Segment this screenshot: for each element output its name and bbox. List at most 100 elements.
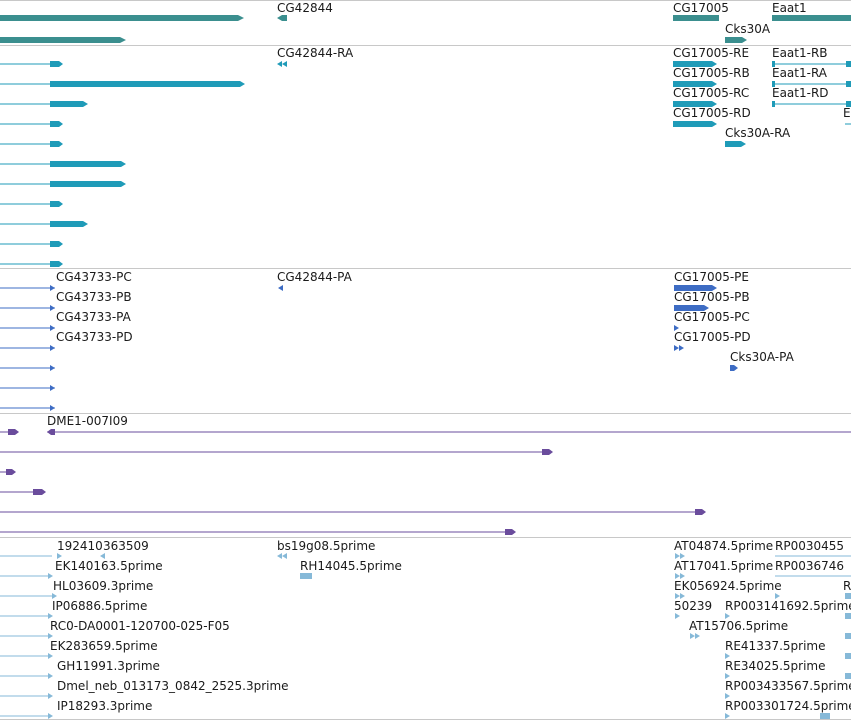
transcript-glyph[interactable] [277, 61, 287, 67]
transcript-glyph[interactable] [673, 61, 717, 67]
transcript-label[interactable]: Eaat1-RB [772, 46, 828, 60]
ests-track[interactable] [0, 553, 851, 719]
protein-label[interactable]: CG42844-PA [277, 270, 352, 284]
est-glyph[interactable] [725, 653, 730, 659]
gene-glyph[interactable] [277, 15, 287, 21]
protein-glyph[interactable] [278, 285, 283, 291]
est-glyph[interactable] [725, 713, 730, 719]
transcript-glyph[interactable] [846, 61, 851, 67]
est-glyph[interactable] [675, 573, 685, 579]
transcripts-track[interactable] [0, 61, 851, 267]
clone-glyph[interactable] [33, 489, 46, 495]
transcript-glyph[interactable] [772, 81, 775, 87]
protein-glyph[interactable] [674, 305, 709, 311]
est-glyph[interactable] [725, 693, 730, 699]
transcript-glyph[interactable] [50, 201, 63, 207]
protein-label[interactable]: CG43733-PB [56, 290, 132, 304]
transcript-glyph[interactable] [50, 81, 245, 87]
est-glyph[interactable] [675, 613, 680, 619]
transcript-glyph[interactable] [50, 121, 63, 127]
est-glyph[interactable] [725, 613, 730, 619]
clone-glyph[interactable] [505, 529, 516, 535]
transcript-label[interactable]: Eaat1-RA [772, 66, 828, 80]
est-label[interactable]: R [843, 579, 851, 593]
est-glyph[interactable] [48, 633, 53, 639]
est-label[interactable]: RC0-DA0001-120700-025-F05 [50, 619, 230, 633]
est-label[interactable]: RP003301724.5prime [725, 699, 851, 713]
est-glyph[interactable] [845, 633, 851, 639]
protein-glyph[interactable] [50, 385, 55, 391]
est-glyph[interactable] [48, 713, 53, 719]
protein-glyph[interactable] [674, 325, 679, 331]
protein-glyph[interactable] [730, 365, 738, 371]
transcript-glyph[interactable] [50, 101, 88, 107]
est-label[interactable]: RE34025.5prime [725, 659, 826, 673]
est-label[interactable]: IP06886.5prime [52, 599, 148, 613]
est-glyph[interactable] [48, 693, 53, 699]
est-glyph[interactable] [48, 653, 53, 659]
est-label[interactable]: HL03609.3prime [53, 579, 154, 593]
est-glyph[interactable] [820, 713, 830, 719]
gene-glyph[interactable] [725, 37, 747, 43]
est-label[interactable]: RH14045.5prime [300, 559, 402, 573]
est-label[interactable]: 192410 [57, 539, 103, 553]
est-label[interactable]: IP18293.3prime [57, 699, 153, 713]
gene-glyph[interactable] [0, 37, 126, 43]
protein-glyph[interactable] [674, 345, 684, 351]
clone-glyph[interactable] [8, 429, 19, 435]
protein-glyph[interactable] [674, 285, 717, 291]
protein-glyph[interactable] [50, 345, 55, 351]
est-glyph[interactable] [675, 553, 685, 559]
protein-label[interactable]: CG43733-PD [56, 330, 133, 344]
est-label[interactable]: 363509 [103, 539, 149, 553]
est-label[interactable]: EK283659.5prime [50, 639, 158, 653]
transcript-glyph[interactable] [50, 141, 63, 147]
gene-label[interactable]: Eaat1 [772, 1, 807, 15]
protein-glyph[interactable] [50, 365, 55, 371]
est-glyph[interactable] [300, 573, 312, 579]
transcript-label[interactable]: CG17005-RD [673, 106, 751, 120]
est-glyph[interactable] [845, 653, 851, 659]
est-glyph[interactable] [845, 613, 851, 619]
transcript-glyph[interactable] [772, 61, 775, 67]
gene-glyph[interactable] [673, 15, 719, 21]
est-label[interactable]: RP003433567.5prime [725, 679, 851, 693]
est-label[interactable]: EK056924.5prime [674, 579, 782, 593]
protein-glyph[interactable] [50, 305, 55, 311]
protein-label[interactable]: CG43733-PC [56, 270, 132, 284]
est-label[interactable]: AT15706.5prime [689, 619, 789, 633]
transcript-glyph[interactable] [673, 121, 717, 127]
est-glyph[interactable] [48, 613, 53, 619]
transcript-glyph[interactable] [846, 81, 851, 87]
protein-glyph[interactable] [50, 405, 55, 411]
transcript-glyph[interactable] [725, 141, 746, 147]
est-glyph[interactable] [675, 593, 685, 599]
est-label[interactable]: AT04874.5prime [674, 539, 774, 553]
transcript-glyph[interactable] [846, 101, 851, 107]
gene-glyph[interactable] [772, 15, 851, 21]
transcript-glyph[interactable] [772, 101, 775, 107]
protein-label[interactable]: CG17005-PD [674, 330, 751, 344]
transcript-label[interactable]: CG17005-RB [673, 66, 750, 80]
transcript-glyph[interactable] [673, 81, 717, 87]
clone-glyph[interactable] [6, 469, 16, 475]
proteins-track[interactable] [0, 285, 738, 411]
est-label[interactable]: 50239 [674, 599, 713, 613]
est-glyph[interactable] [845, 593, 851, 599]
transcript-label[interactable]: CG17005-RC [673, 86, 750, 100]
est-label[interactable]: RP0036746 [775, 559, 845, 573]
clone-glyph[interactable] [695, 509, 706, 515]
est-glyph[interactable] [775, 593, 780, 599]
est-label[interactable]: Dmel_neb_013173_0842_2525.3prime [57, 679, 289, 693]
transcript-label[interactable]: E [843, 106, 851, 120]
est-label[interactable]: GH11991.3prime [57, 659, 160, 673]
gene-label[interactable]: CG42844 [277, 1, 333, 15]
transcript-label[interactable]: CG17005-RE [673, 46, 750, 60]
est-label[interactable]: RP0030455 [775, 539, 845, 553]
est-glyph[interactable] [57, 553, 62, 559]
protein-glyph[interactable] [50, 285, 55, 291]
transcript-glyph[interactable] [50, 241, 63, 247]
est-glyph[interactable] [845, 673, 851, 679]
transcript-label[interactable]: Cks30A-RA [725, 126, 791, 140]
